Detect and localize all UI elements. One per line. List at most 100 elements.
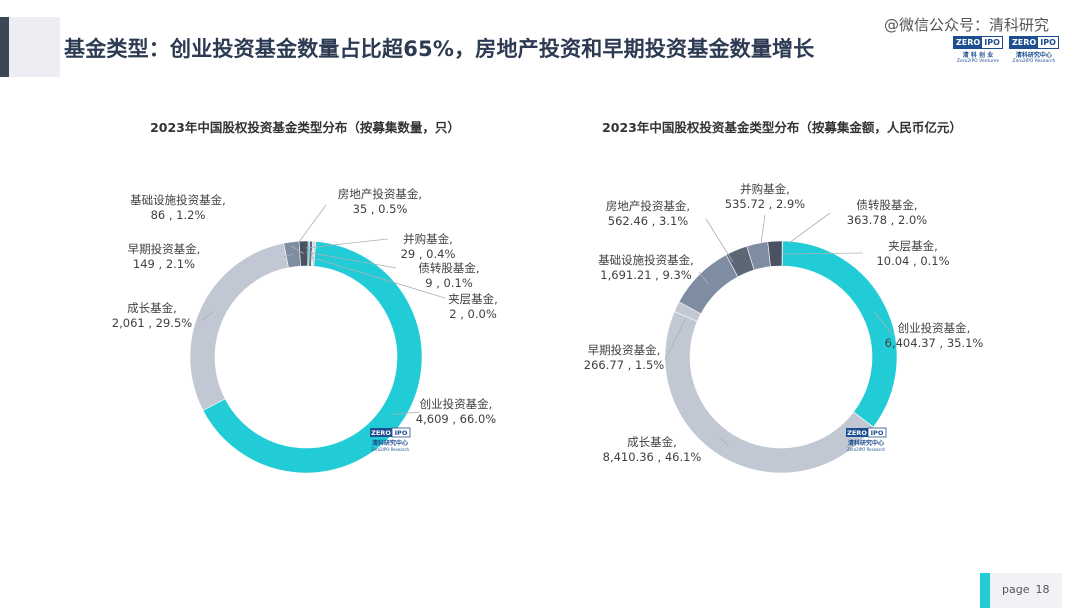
watermark: @微信公众号：清科研究	[884, 16, 1050, 34]
data-label: 债转股基金, 363.78 , 2.0%	[847, 198, 927, 227]
donut-slice	[664, 311, 874, 474]
data-label-value: 29 , 0.4%	[401, 247, 456, 261]
data-label-name: 债转股基金,	[856, 198, 917, 212]
leader-line	[873, 311, 894, 336]
data-label-value: 4,609 , 66.0%	[416, 412, 496, 426]
data-label: 夹层基金, 10.04 , 0.1%	[876, 239, 949, 268]
data-label: 创业投资基金, 6,404.37 , 35.1%	[885, 321, 984, 350]
leader-line	[719, 437, 730, 447]
logo-block	[370, 428, 392, 437]
leader-line	[705, 218, 734, 263]
data-label: 成长基金, 2,061 , 29.5%	[112, 301, 192, 330]
data-label: 并购基金, 535.72 , 2.9%	[725, 182, 805, 211]
data-label-name: 债转股基金,	[418, 261, 479, 275]
leader-line	[290, 245, 305, 254]
page-title: 基金类型：创业投资基金数量占比超65%，房地产投资和早期投资基金数量增长	[64, 37, 815, 61]
logo-block	[391, 427, 411, 438]
data-label-value: 2,061 , 29.5%	[112, 316, 192, 330]
leader-line	[306, 255, 446, 299]
data-label: 债转股基金, 9 , 0.1%	[418, 261, 479, 290]
data-label-name: 早期投资基金,	[128, 242, 201, 256]
data-label: 基础设施投资基金, 86 , 1.2%	[130, 193, 226, 222]
data-label-name: 夹层基金,	[888, 239, 938, 253]
donut-slice	[189, 242, 289, 411]
logo-zero2ipo-ventures: ZERO IPO 清 科 创 业 Zero2IPO Ventures	[953, 36, 1003, 64]
data-label-name: 房地产投资基金,	[338, 187, 422, 201]
data-label: 并购基金, 29 , 0.4%	[401, 232, 456, 261]
logo-cn-text: 清科研究中心	[848, 439, 884, 447]
data-label-value: 6,404.37 , 35.1%	[885, 336, 984, 350]
data-label-name: 成长基金,	[127, 301, 177, 315]
logo-zero-text: ZERO	[1010, 37, 1039, 48]
data-label-value: 562.46 , 3.1%	[608, 214, 688, 228]
data-label: 房地产投资基金, 35 , 0.5%	[338, 187, 422, 216]
donut-chart-by-count: 2023年中国股权投资基金类型分布（按募集数量，只） 创业投资基金, 4,609 …	[112, 120, 498, 474]
data-label-value: 2 , 0.0%	[449, 307, 497, 321]
logo-ipo-text: IPO	[982, 37, 1002, 48]
leader-line	[283, 253, 294, 258]
data-label-value: 10.04 , 0.1%	[876, 254, 949, 268]
donut-slice	[767, 240, 783, 267]
leader-line	[664, 317, 687, 361]
logo-zero2ipo-research: ZERO IPO 清科研究中心 Zero2IPO Research	[1009, 36, 1059, 64]
data-label-name: 房地产投资基金,	[606, 199, 690, 213]
donut-slice	[781, 240, 898, 428]
logo-cn-text: 清科研究中心	[1015, 52, 1052, 59]
logo-cn-text: 清科研究中心	[372, 439, 408, 447]
logo-en-text: Zero2IPO Research	[371, 447, 410, 452]
data-label-value: 149 , 2.1%	[133, 257, 195, 271]
data-label: 房地产投资基金, 562.46 , 3.1%	[606, 199, 690, 228]
chart-title: 2023年中国股权投资基金类型分布（按募集金额，人民币亿元）	[602, 120, 962, 135]
data-label-name: 早期投资基金,	[588, 343, 661, 357]
donut-chart-by-amount: 2023年中国股权投资基金类型分布（按募集金额，人民币亿元） 创业投资基金, 6,…	[584, 120, 984, 474]
data-label-name: 夹层基金,	[448, 292, 498, 306]
logo-block	[867, 427, 887, 438]
logo-ipo-text: IPO	[871, 429, 884, 437]
page-footer: page 18	[980, 573, 1062, 608]
logo-zero-text: ZERO	[847, 429, 867, 437]
data-label: 基础设施投资基金, 1,691.21 , 9.3%	[598, 253, 694, 282]
data-label-value: 8,410.36 , 46.1%	[603, 450, 702, 464]
data-label-value: 9 , 0.1%	[425, 276, 473, 290]
leader-line	[698, 271, 709, 284]
data-label-name: 并购基金,	[740, 182, 790, 196]
data-label-value: 266.77 , 1.5%	[584, 358, 664, 372]
leader-line	[760, 214, 766, 245]
leader-line	[305, 238, 389, 249]
leader-line	[298, 204, 327, 243]
logo-box: ZERO IPO	[1009, 36, 1059, 49]
logo-ipo-text: IPO	[1038, 37, 1058, 48]
data-label-value: 86 , 1.2%	[151, 208, 206, 222]
data-label-name: 并购基金,	[403, 232, 453, 246]
data-label: 成长基金, 8,410.36 , 46.1%	[603, 435, 702, 464]
logo-en-text: Zero2IPO Research	[1012, 59, 1056, 64]
leader-line	[788, 212, 831, 244]
page-number-label: page 18	[1002, 583, 1049, 596]
leader-line	[781, 252, 864, 255]
data-label-name: 成长基金,	[627, 435, 677, 449]
page-label: page	[1002, 583, 1030, 596]
data-label-name: 创业投资基金,	[420, 397, 493, 411]
logo-en-text: Zero2IPO Research	[847, 447, 886, 452]
page-number: 18	[1035, 583, 1050, 596]
chart-title: 2023年中国股权投资基金类型分布（按募集数量，只）	[150, 120, 460, 135]
logo-box: ZERO IPO	[953, 36, 1003, 49]
logo-block	[846, 428, 868, 437]
data-label: 早期投资基金, 149 , 2.1%	[128, 242, 201, 271]
data-label-value: 35 , 0.5%	[353, 202, 408, 216]
data-label-name: 基础设施投资基金,	[130, 193, 226, 207]
leader-line	[305, 251, 397, 269]
data-label-name: 基础设施投资基金,	[598, 253, 694, 267]
logo-ipo-text: IPO	[395, 429, 408, 437]
data-label-value: 535.72 , 2.9%	[725, 197, 805, 211]
header-accent-bar	[0, 17, 9, 77]
logo-zero-text: ZERO	[371, 429, 391, 437]
data-label-value: 1,691.21 , 9.3%	[600, 268, 691, 282]
donut-slice	[202, 241, 423, 474]
logo-cn-text: 清 科 创 业	[962, 52, 994, 59]
footer-accent	[980, 573, 990, 608]
data-label: 早期投资基金, 266.77 , 1.5%	[584, 343, 664, 372]
